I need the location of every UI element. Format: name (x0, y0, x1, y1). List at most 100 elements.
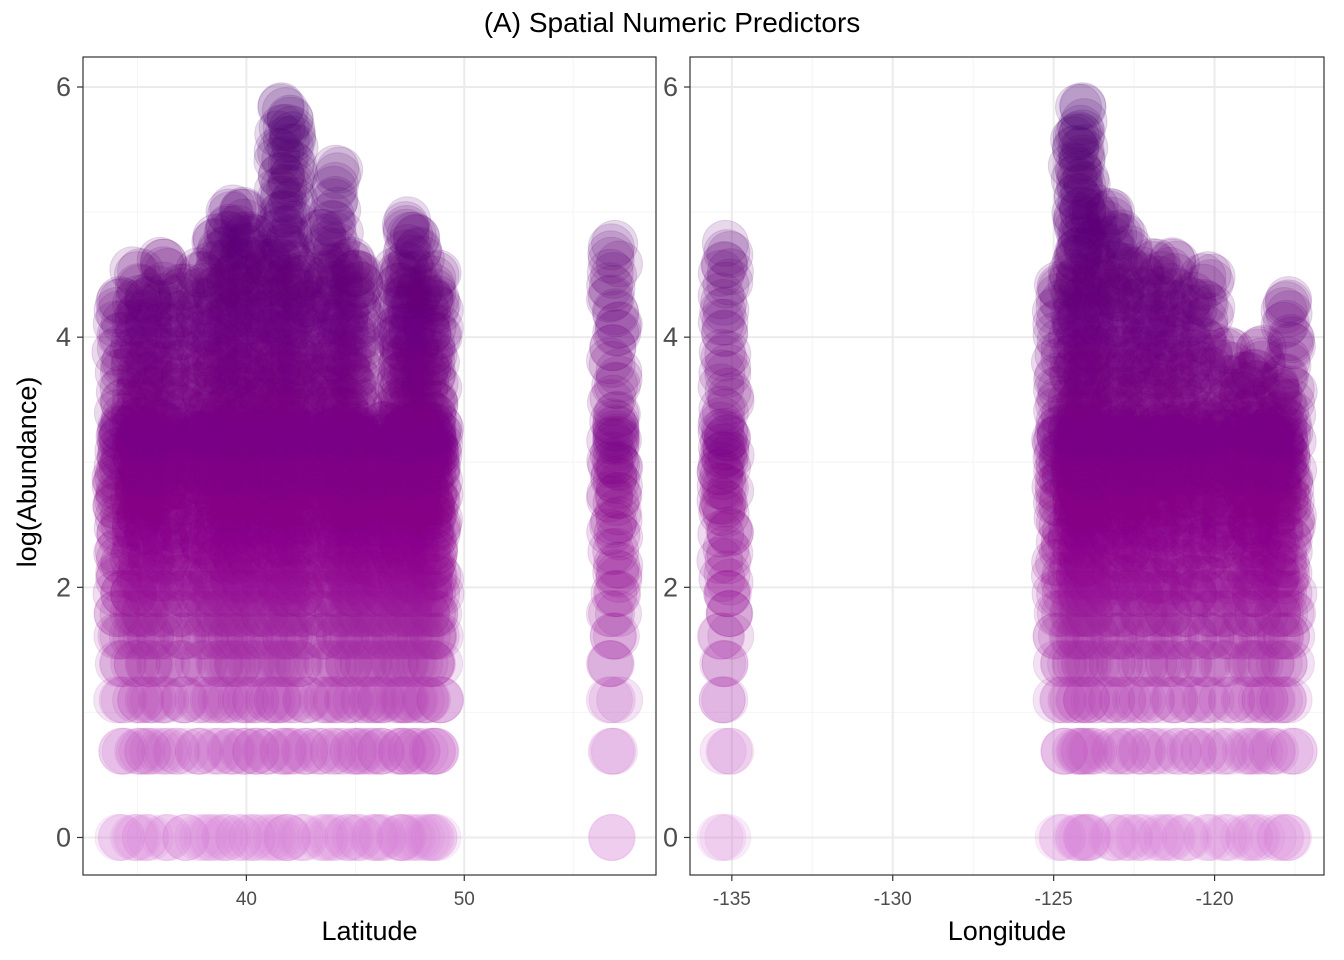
data-point (246, 323, 294, 371)
data-point (204, 398, 252, 446)
data-point (192, 570, 240, 618)
data-point (157, 376, 205, 424)
data-point (209, 526, 257, 574)
data-point (205, 590, 253, 638)
data-point (239, 376, 287, 424)
data-point (228, 355, 276, 403)
data-point (92, 300, 140, 348)
data-point (91, 454, 139, 502)
data-point (220, 272, 268, 320)
data-point (120, 472, 168, 520)
data-point (175, 590, 223, 638)
data-point (201, 814, 249, 861)
data-point (228, 362, 276, 409)
data-point (243, 354, 291, 402)
data-point (240, 439, 288, 487)
data-point (231, 405, 278, 453)
data-point (234, 411, 282, 459)
data-point (192, 444, 240, 491)
data-point (128, 315, 176, 362)
data-point (120, 325, 167, 373)
data-point (159, 570, 207, 618)
data-point (113, 476, 161, 524)
data-point (223, 445, 270, 493)
data-point (234, 297, 282, 345)
data-point (202, 328, 250, 376)
data-point (244, 676, 292, 724)
data-point (94, 493, 142, 541)
data-point (234, 551, 281, 599)
data-point (214, 422, 262, 470)
data-point (191, 432, 239, 480)
data-point (195, 590, 243, 638)
data-point (244, 495, 292, 543)
data-point (205, 640, 253, 688)
data-point (95, 290, 143, 338)
data-point (203, 536, 251, 584)
data-point (141, 434, 188, 482)
data-point (127, 476, 175, 524)
data-point (161, 355, 209, 403)
data-point (196, 416, 243, 464)
data-point (116, 422, 164, 470)
data-point (214, 399, 262, 447)
data-point (196, 534, 244, 582)
data-point (189, 504, 237, 552)
data-point (142, 590, 190, 638)
data-point (126, 507, 174, 555)
data-point (177, 251, 224, 298)
data-point (114, 727, 162, 775)
data-point (246, 552, 294, 600)
data-point (177, 413, 225, 461)
data-point (204, 473, 252, 521)
data-point (142, 356, 190, 403)
data-point (1184, 251, 1232, 299)
data-point (181, 262, 228, 310)
data-point (138, 424, 186, 472)
data-point (137, 372, 185, 420)
data-point (234, 495, 282, 543)
data-point (243, 727, 291, 775)
data-point (152, 406, 200, 454)
data-point (221, 676, 269, 724)
data-point (232, 251, 279, 299)
data-point (128, 323, 176, 371)
data-point (224, 570, 272, 618)
data-point (179, 814, 227, 861)
data-point (205, 188, 253, 236)
x-tick-label: -135 (713, 889, 751, 910)
data-point (129, 727, 177, 775)
data-point (136, 236, 184, 284)
data-point (192, 272, 240, 320)
data-point (141, 421, 189, 469)
data-point (208, 490, 256, 538)
data-point (161, 549, 209, 597)
data-point (129, 365, 177, 413)
data-point (114, 415, 162, 463)
data-point (208, 417, 256, 465)
data-point (213, 612, 261, 660)
data-point (206, 293, 254, 341)
data-point (174, 676, 222, 724)
data-point (141, 727, 189, 775)
data-point (174, 305, 222, 352)
data-point (234, 590, 282, 638)
data-point (162, 263, 209, 311)
data-point (144, 814, 192, 861)
data-point (95, 278, 143, 326)
data-point (144, 429, 192, 477)
data-point (116, 491, 163, 539)
data-point (188, 384, 235, 432)
data-point (248, 640, 296, 688)
data-point (214, 349, 262, 397)
data-point (229, 468, 277, 516)
data-point (94, 453, 142, 501)
data-point (161, 516, 209, 564)
data-point (226, 612, 274, 660)
data-point (140, 465, 188, 512)
data-point (144, 375, 192, 423)
data-point (142, 528, 190, 576)
data-point (182, 612, 230, 660)
data-point (219, 222, 267, 270)
data-point (216, 418, 264, 466)
